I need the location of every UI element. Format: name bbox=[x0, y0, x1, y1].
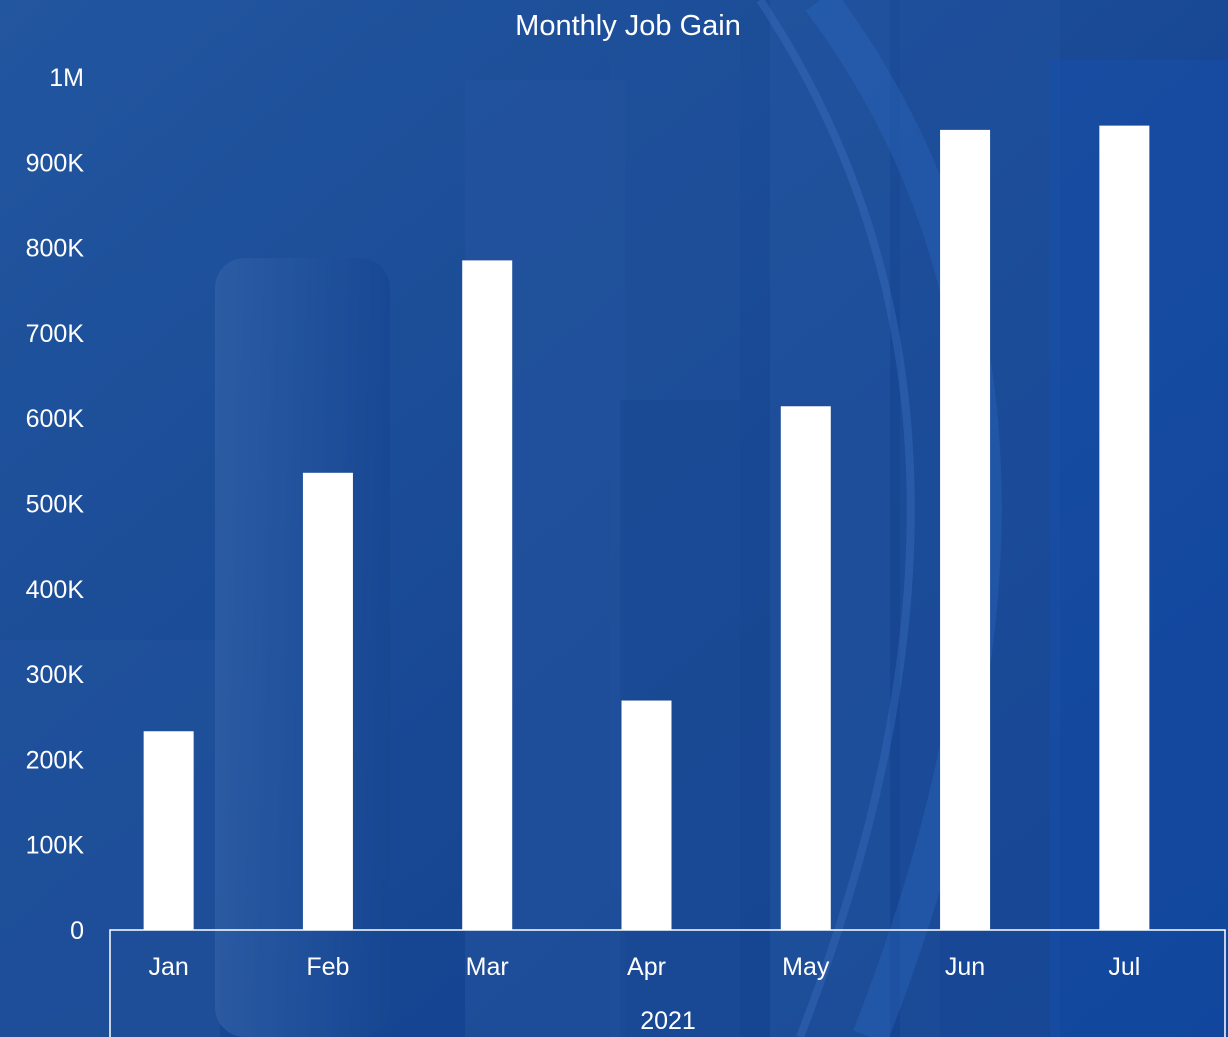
bar-jun bbox=[940, 129, 991, 931]
y-axis: 0 100K 200K 300K 400K 500K 600K 700K 800K 900K 1M bbox=[26, 64, 85, 945]
bar-jan bbox=[143, 731, 194, 930]
x-axis: Jan Feb Mar Apr May Jun Jul bbox=[109, 929, 1226, 1037]
x-tick-label: Jul bbox=[1108, 953, 1140, 981]
y-tick-label: 0 bbox=[70, 917, 84, 945]
y-tick-label: 100K bbox=[26, 832, 85, 860]
y-tick-label: 400K bbox=[26, 576, 85, 604]
bar-mar bbox=[462, 260, 513, 930]
bar-may bbox=[780, 406, 831, 930]
bar-feb bbox=[302, 472, 353, 930]
x-tick-label: Jan bbox=[148, 953, 188, 981]
bar-apr bbox=[621, 700, 672, 930]
bars bbox=[143, 125, 1150, 931]
x-tick-label: May bbox=[782, 953, 830, 981]
x-tick-label: Mar bbox=[466, 953, 509, 981]
y-tick-label: 900K bbox=[26, 149, 85, 177]
y-tick-label: 600K bbox=[26, 405, 85, 433]
x-axis-box bbox=[109, 929, 1226, 1037]
chart-title: Monthly Job Gain bbox=[515, 10, 741, 42]
y-tick-label: 700K bbox=[26, 320, 85, 348]
y-tick-label: 300K bbox=[26, 661, 85, 689]
y-tick-label: 800K bbox=[26, 235, 85, 263]
x-tick-label: Apr bbox=[627, 953, 666, 981]
x-tick-label: Jun bbox=[945, 953, 985, 981]
bar-jul bbox=[1099, 125, 1150, 931]
y-tick-label: 1M bbox=[49, 64, 84, 92]
y-tick-label: 200K bbox=[26, 746, 85, 774]
y-tick-label: 500K bbox=[26, 491, 85, 519]
x-tick-label: Feb bbox=[306, 953, 349, 981]
x-group-label: 2021 bbox=[640, 1007, 696, 1035]
